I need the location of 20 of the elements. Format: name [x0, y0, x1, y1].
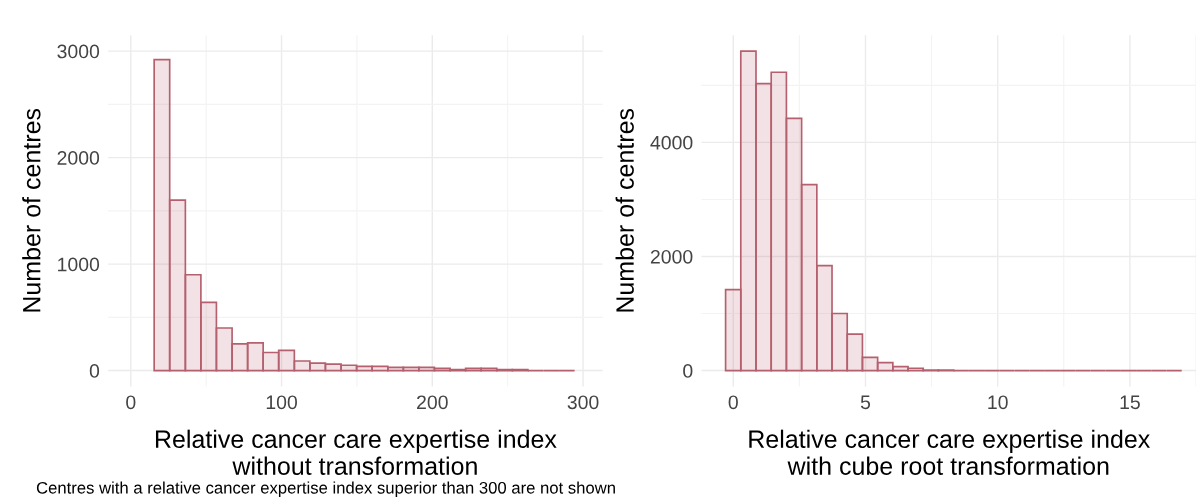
y-tick-label: 2000 [650, 249, 693, 264]
x-tick-label: 100 [266, 395, 297, 410]
x-tick-label: 300 [567, 395, 599, 410]
x-tick-label: 10 [988, 395, 1008, 410]
y-tick-label: 1000 [58, 257, 100, 272]
y-axis-title: Number of centres [22, 108, 41, 312]
x-tick-label: 0 [126, 395, 136, 410]
x-axis-title: Relative cancer care expertise index without transformation [155, 429, 557, 475]
y-tick-label: 4000 [650, 135, 693, 150]
y-tick-label: 0 [683, 364, 693, 378]
x-tick-label: 200 [417, 395, 448, 410]
y-axis-title: Number of centres [615, 108, 634, 312]
y-tick-label: 0 [89, 364, 100, 378]
x-tick-label: 0 [728, 395, 738, 410]
x-axis-title: Relative cancer care expertise index with cube root transformation [749, 429, 1150, 475]
x-tick-label: 5 [860, 395, 871, 410]
y-tick-label: 2000 [57, 151, 100, 165]
text: Centres with a relative cancer expertise index superior than 300 are not shown [36, 481, 615, 497]
x-tick-label: 15 [1120, 395, 1140, 410]
y-tick-label: 3000 [57, 44, 100, 59]
